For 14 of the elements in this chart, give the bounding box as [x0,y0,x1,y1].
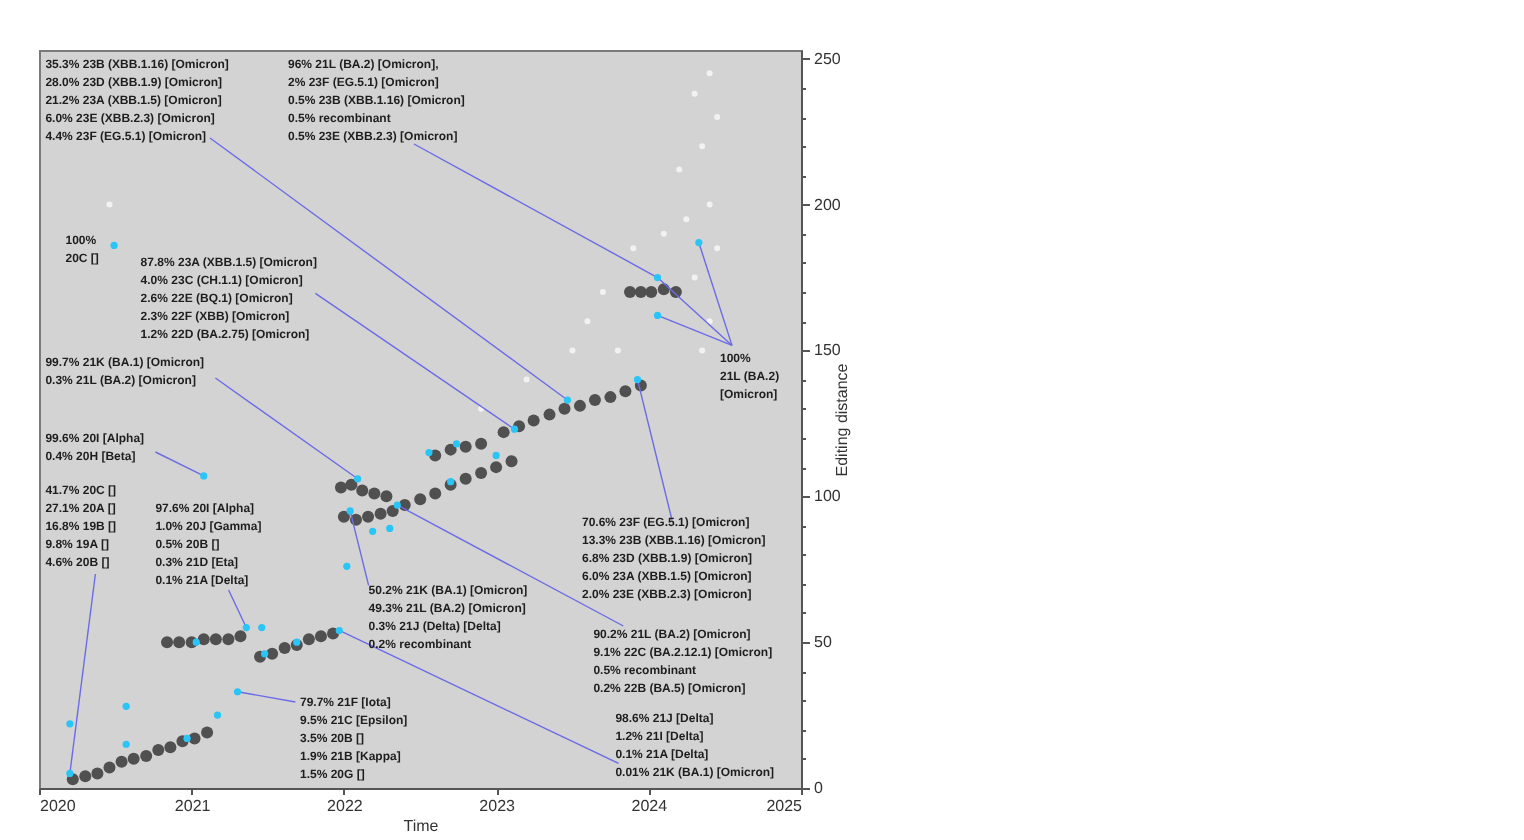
x-tick-label: 2025 [766,797,804,815]
y-tick-label: 250 [814,49,842,68]
x-tick-label: 2021 [174,797,212,815]
y-axis-title: Editing distance [832,362,851,477]
y-tick-label: 200 [814,195,842,214]
x-tick-label: 2023 [479,797,517,815]
y-tick-label: 0 [814,779,824,797]
x-tick-label: 2022 [327,797,364,815]
y-tick-label: 50 [814,633,833,652]
y-tick-label: 100 [814,487,842,506]
x-tick-label: 2020 [40,797,77,815]
y-tick-label: 150 [814,341,842,360]
x-axis-title: Time [403,817,440,835]
x-tick-label: 2024 [631,797,669,815]
